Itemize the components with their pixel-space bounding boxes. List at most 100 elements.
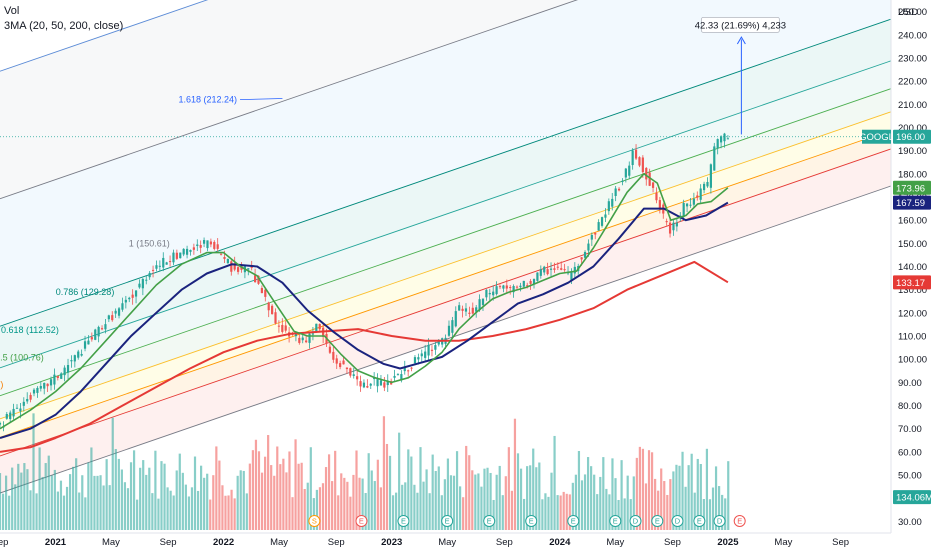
- volume-bar: [139, 467, 142, 530]
- candle-body: [553, 268, 556, 270]
- candle-body: [447, 325, 451, 336]
- volume-bar: [291, 497, 294, 530]
- volume-bar: [263, 456, 267, 530]
- candle-body: [383, 382, 386, 388]
- volume-bar: [504, 476, 507, 530]
- volume-bar: [196, 490, 200, 530]
- candle-body: [417, 357, 420, 360]
- volume-bar: [379, 487, 382, 530]
- candle-body: [107, 315, 110, 320]
- candle-body: [185, 248, 189, 255]
- event-marker-label: E: [655, 517, 660, 526]
- candle-body: [148, 272, 151, 278]
- volume-bar: [364, 493, 367, 530]
- volume-bar: [114, 449, 117, 530]
- candle-body: [15, 407, 19, 409]
- candle-body: [495, 286, 498, 295]
- volume-bar: [376, 459, 379, 530]
- event-marker: [713, 515, 726, 527]
- candle-body: [145, 279, 148, 281]
- candle-body: [719, 136, 723, 143]
- volume-bar: [355, 450, 358, 530]
- volume-bar: [29, 490, 32, 530]
- candle-body: [648, 172, 651, 186]
- event-marker: [441, 515, 454, 527]
- volume-bar: [315, 489, 318, 530]
- volume-bar: [632, 476, 635, 530]
- volume-bar: [99, 475, 102, 530]
- candle-body: [339, 363, 342, 368]
- candle-body: [46, 383, 49, 387]
- volume-bar: [544, 493, 547, 530]
- price-tick-label: 180.00: [898, 169, 927, 180]
- candle-body: [430, 349, 434, 351]
- volume-bar: [477, 473, 480, 530]
- event-marker-label: E: [571, 517, 576, 526]
- volume-bar: [580, 480, 584, 530]
- volume-bar: [510, 490, 514, 530]
- badge-GOOGL-value: 196.00: [896, 132, 925, 143]
- candle-body: [141, 278, 144, 289]
- candle-body: [709, 164, 712, 188]
- volume-bar: [129, 462, 133, 530]
- price-tick-label: 100.00: [898, 355, 927, 366]
- candle-body: [305, 340, 308, 343]
- volume-bar: [75, 458, 78, 530]
- volume-bar: [724, 498, 727, 530]
- volume-bar: [178, 453, 181, 530]
- time-tick-label: May: [270, 537, 288, 548]
- candle-body: [522, 280, 525, 287]
- volume-bar: [687, 465, 690, 530]
- candle-body: [413, 357, 417, 364]
- volume-bar: [65, 486, 69, 530]
- candle-body: [475, 307, 478, 312]
- candle-body: [90, 337, 93, 340]
- candle-body: [236, 267, 240, 272]
- volume-bar: [157, 498, 160, 530]
- volume-bar: [452, 475, 456, 530]
- volume-bar: [87, 462, 90, 530]
- volume-bar: [312, 498, 315, 530]
- volume-bar: [349, 496, 352, 530]
- event-marker: [693, 515, 706, 527]
- volume-bar: [148, 467, 151, 530]
- ma20-line: [0, 173, 729, 430]
- event-marker: [629, 515, 642, 527]
- volume-bar: [553, 435, 556, 530]
- candle-body: [60, 373, 63, 379]
- volume-bar: [638, 446, 641, 530]
- candle-body: [655, 192, 658, 201]
- price-tick-label: 210.00: [898, 100, 927, 111]
- candle-body: [294, 333, 298, 337]
- volume-bar: [519, 468, 523, 530]
- volume-bar: [593, 474, 596, 530]
- volume-bar: [391, 495, 395, 530]
- event-marker-label: E: [359, 517, 364, 526]
- volume-bar: [306, 482, 309, 530]
- volume-bar: [660, 468, 663, 530]
- volume-bar: [413, 484, 416, 530]
- badge-ma50-bg: [893, 195, 931, 210]
- volume-bar: [434, 470, 437, 530]
- volume-bar: [486, 467, 489, 530]
- volume-bar: [288, 451, 291, 530]
- price-axis: USD250.00240.00230.00220.00210.00200.001…: [890, 0, 932, 550]
- volume-bar: [538, 462, 541, 530]
- event-marker: [671, 515, 684, 527]
- candle-body: [645, 167, 648, 180]
- candle-body: [359, 381, 362, 387]
- volume-bar: [620, 460, 623, 530]
- volume-bar: [398, 432, 401, 530]
- price-tick-label: 110.00: [898, 332, 926, 343]
- volume-bar: [605, 488, 608, 530]
- volume-bar: [650, 452, 654, 530]
- fib-band-3: [0, 88, 891, 419]
- volume-bar: [20, 472, 23, 530]
- badge-symbol-label: GOOGL: [859, 132, 894, 143]
- candle-body: [400, 374, 403, 381]
- volume-bar: [641, 448, 645, 530]
- volume-bar: [93, 475, 96, 530]
- candle-body: [151, 269, 155, 271]
- candle-body: [607, 201, 610, 212]
